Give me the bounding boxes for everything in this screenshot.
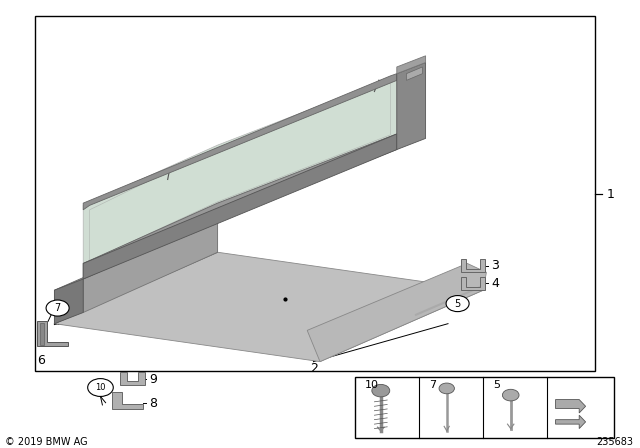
- Text: 2: 2: [310, 362, 317, 375]
- Polygon shape: [461, 259, 485, 272]
- Polygon shape: [556, 400, 586, 413]
- Text: 8: 8: [149, 396, 157, 409]
- Polygon shape: [83, 73, 397, 210]
- Polygon shape: [83, 134, 397, 279]
- Polygon shape: [112, 392, 143, 409]
- Circle shape: [372, 384, 390, 397]
- Polygon shape: [54, 252, 483, 362]
- Text: 3: 3: [492, 259, 499, 272]
- Text: 5: 5: [493, 380, 500, 390]
- Polygon shape: [90, 80, 390, 261]
- Bar: [35, 16, 595, 370]
- Polygon shape: [406, 67, 422, 80]
- Polygon shape: [83, 76, 397, 263]
- Circle shape: [88, 379, 113, 396]
- Text: 9: 9: [149, 373, 157, 386]
- Bar: [355, 377, 614, 438]
- Polygon shape: [397, 56, 426, 73]
- Polygon shape: [54, 279, 83, 323]
- Polygon shape: [556, 415, 586, 429]
- Circle shape: [446, 296, 469, 312]
- Text: 6: 6: [37, 353, 45, 366]
- Polygon shape: [37, 322, 68, 346]
- Polygon shape: [397, 63, 426, 150]
- Text: 7: 7: [54, 303, 61, 313]
- Text: 1: 1: [607, 188, 614, 201]
- Text: 10: 10: [365, 380, 379, 390]
- Polygon shape: [307, 263, 486, 362]
- Polygon shape: [120, 372, 145, 385]
- Text: 10: 10: [95, 383, 106, 392]
- Text: © 2019 BMW AG: © 2019 BMW AG: [5, 437, 88, 447]
- Text: 235683: 235683: [596, 437, 634, 447]
- Polygon shape: [461, 277, 485, 290]
- Polygon shape: [40, 323, 44, 345]
- Polygon shape: [83, 134, 397, 279]
- Polygon shape: [83, 219, 218, 313]
- Circle shape: [439, 383, 454, 394]
- Polygon shape: [54, 219, 218, 323]
- Text: 4: 4: [492, 277, 499, 290]
- Text: 7: 7: [429, 380, 436, 390]
- Circle shape: [502, 389, 519, 401]
- Circle shape: [46, 300, 69, 316]
- Text: 5: 5: [454, 298, 461, 309]
